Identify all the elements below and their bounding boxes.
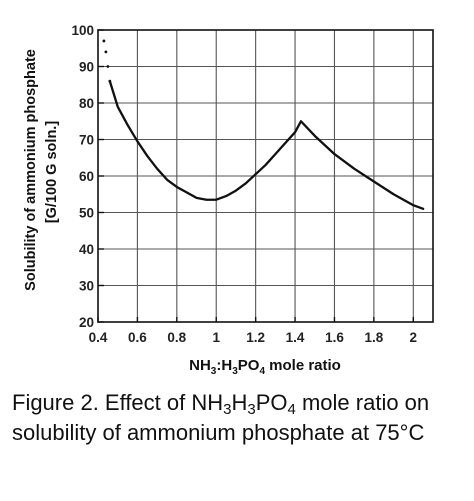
y-tick-label: 50 [79,206,94,221]
x-axis-label-h: :H [216,357,232,374]
y-tick-label: 80 [79,96,94,111]
y-tick-label: 70 [79,133,94,148]
y-tick-label: 40 [79,242,94,257]
x-tick-label: 1.8 [364,330,383,345]
grid-lines [98,30,433,322]
dotted-point [104,50,108,54]
x-tick-label: 0.4 [89,330,108,345]
dotted-point [106,65,110,68]
x-axis-label: NH3:H3PO4 mole ratio [189,357,341,377]
x-tick-label: 0.8 [167,330,186,345]
y-tick-label: 100 [71,23,94,38]
x-axis-label-sub-1: 3 [211,366,217,377]
y-tick-label: 20 [79,315,94,330]
x-tick-label: 1 [212,330,220,345]
x-tick-label: 1.2 [246,330,265,345]
figure-caption: Figure 2. Effect of NH3H3PO4 mole ratio … [12,388,468,448]
x-tick-label: 1.4 [286,330,305,345]
y-tick-label: 30 [79,279,94,294]
caption-sub-3: 4 [287,401,296,418]
caption-part-2: H [231,390,248,415]
x-axis-label-po: PO [238,357,260,374]
caption-sub-2: 3 [247,401,256,418]
solubility-chart: 20 30 40 50 60 70 80 90 100 0.4 0.6 0.8 1 1.2 1.4 1.6 1… [23,23,434,377]
caption-part-4: mole ratio on solubility of ammonium pho… [12,390,430,445]
y-tick-label: 60 [79,169,94,184]
solubility-curve [108,79,425,211]
x-tick-labels: 0.4 0.6 0.8 1 1.2 1.4 1.6 1.8 2 [89,317,417,345]
y-axis-label-line1: Solubility of ammonium phosphate [23,49,39,291]
x-tick-label: 2 [410,330,418,345]
x-axis-label-nh: NH [189,357,211,374]
x-tick-label: 1.6 [325,330,344,345]
y-tick-label: 90 [79,60,94,75]
dotted-point [102,39,106,43]
caption-part-1: Figure 2. Effect of NH [12,390,224,415]
caption-sub-1: 3 [223,401,232,418]
x-tick-label: 0.6 [128,330,147,345]
caption-part-3: PO [255,390,288,415]
x-axis-label-suffix: mole ratio [265,357,341,374]
x-axis-label-sub-2: 3 [232,366,238,377]
y-tick-labels: 20 30 40 50 60 70 80 90 100 [71,23,104,330]
data-series [102,39,425,211]
y-axis-label-line2: [G/100 G soln.] [44,121,60,223]
x-axis-label-sub-3: 4 [259,366,265,377]
